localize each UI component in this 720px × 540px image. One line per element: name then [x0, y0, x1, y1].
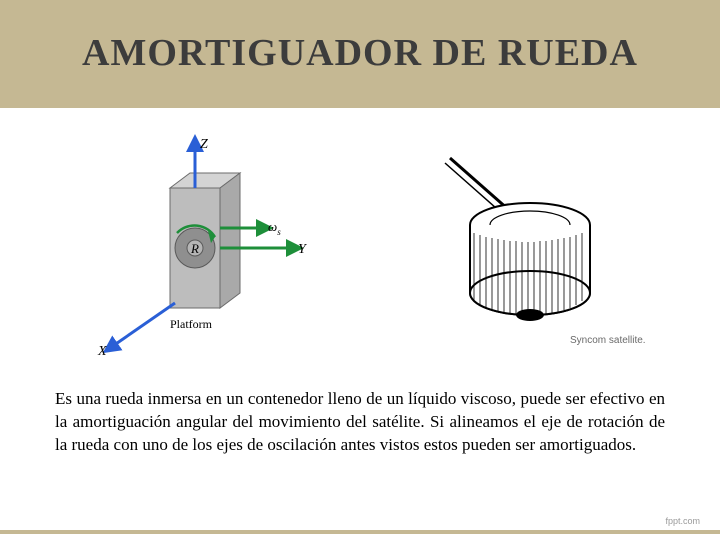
label-z: Z [200, 137, 208, 152]
footer-bar [0, 530, 720, 534]
header-band: AMORTIGUADOR DE RUEDA [0, 0, 720, 108]
figure-right: Syncom satellite. [360, 143, 680, 353]
label-r: R [190, 241, 199, 256]
platform-rotor-diagram: R Z Y ωs X Platform [80, 133, 320, 363]
label-y: Y [298, 242, 308, 257]
figure-left: R Z Y ωs X Platform [40, 133, 360, 363]
footer-credit: fppt.com [665, 516, 700, 526]
page-title: AMORTIGUADOR DE RUEDA [82, 33, 638, 75]
body-paragraph: Es una rueda inmersa en un contenedor ll… [0, 378, 720, 457]
syncom-satellite-illustration: Syncom satellite. [390, 143, 650, 353]
label-x: X [97, 344, 107, 359]
figure-right-caption: Syncom satellite. [570, 335, 646, 346]
label-omega: ωs [268, 219, 281, 237]
figures-row: R Z Y ωs X Platform [0, 108, 720, 378]
label-platform: Platform [170, 317, 213, 331]
